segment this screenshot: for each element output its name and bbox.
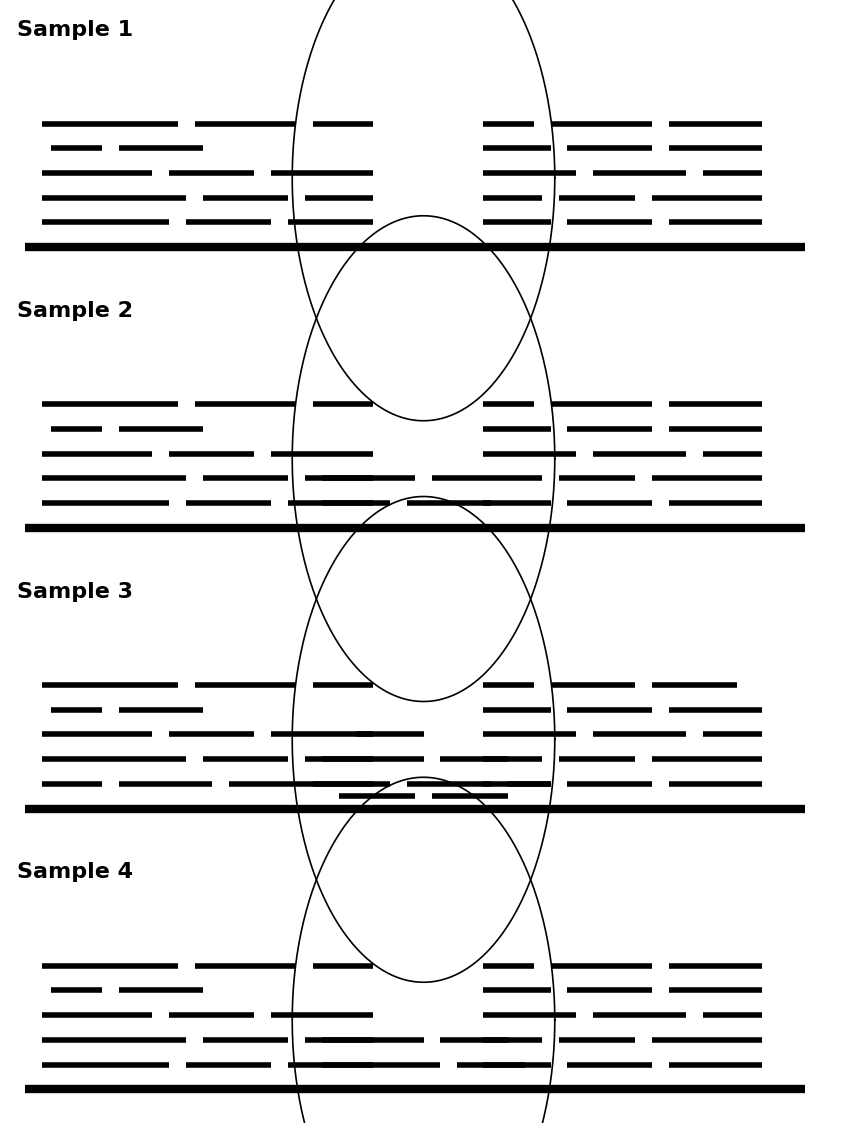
Text: Sample 2: Sample 2 xyxy=(17,301,133,321)
Text: Sample 3: Sample 3 xyxy=(17,582,133,602)
Text: Sample 4: Sample 4 xyxy=(17,862,133,883)
Text: Sample 1: Sample 1 xyxy=(17,20,133,40)
